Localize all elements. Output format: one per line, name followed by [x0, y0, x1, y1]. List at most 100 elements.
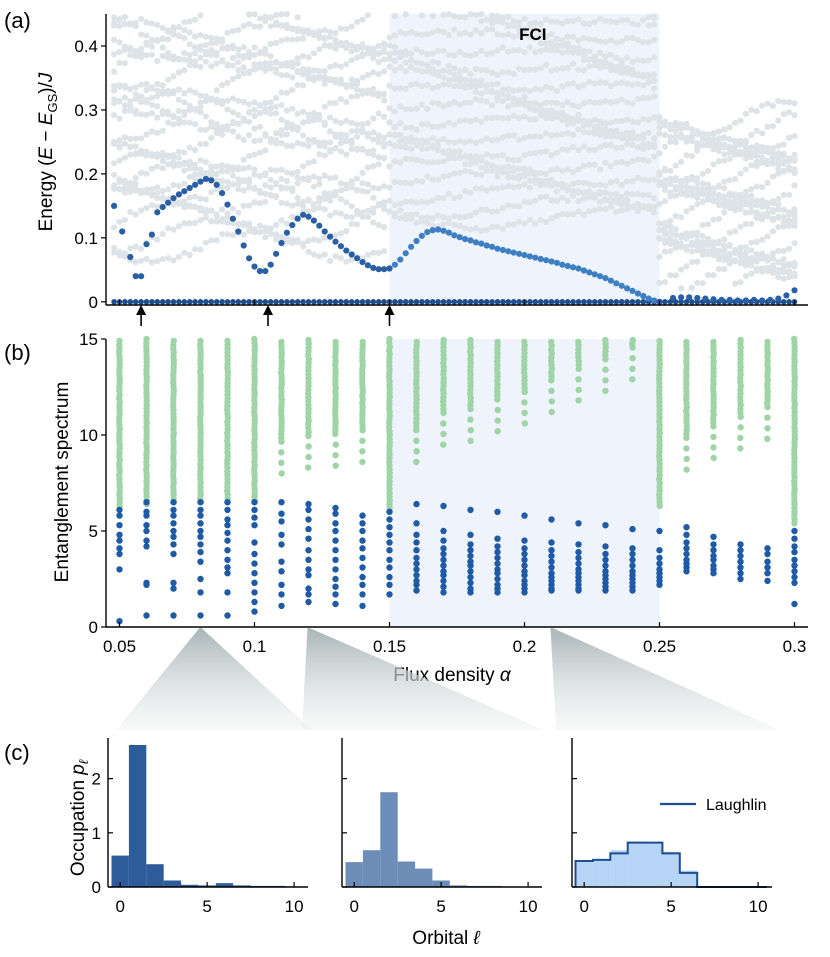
- excited-state-point: [381, 199, 388, 206]
- excited-state-point: [505, 170, 512, 177]
- excited-state-point: [575, 83, 582, 90]
- excited-state-point: [548, 152, 555, 159]
- entanglement-low-point: [170, 499, 177, 506]
- entanglement-low-point: [764, 550, 771, 558]
- excited-state-point: [667, 248, 674, 255]
- excited-state-point: [445, 101, 452, 108]
- entanglement-low-point: [710, 547, 717, 554]
- ground-state-point: [467, 299, 474, 305]
- excited-state-point: [332, 40, 339, 47]
- excited-state-point: [240, 177, 247, 184]
- excited-state-point: [591, 146, 598, 153]
- excited-state-point: [148, 259, 155, 266]
- excited-state-point: [294, 55, 301, 62]
- excited-state-point: [732, 280, 739, 287]
- excited-state-point: [170, 181, 177, 189]
- entanglement-high-point: [224, 337, 231, 345]
- excited-state-point: [618, 144, 625, 151]
- excited-state-point: [791, 112, 798, 119]
- excited-state-point: [742, 139, 750, 146]
- excited-state-point: [726, 124, 733, 131]
- excited-state-point: [375, 42, 382, 50]
- entanglement-low-point: [548, 539, 555, 546]
- excited-state-point: [499, 169, 506, 176]
- ground-state-point: [483, 299, 490, 305]
- excited-state-point: [575, 16, 582, 23]
- excited-state-point: [343, 213, 350, 220]
- excited-state-point: [661, 228, 669, 236]
- entanglement-low-point: [521, 568, 528, 575]
- excited-state-point: [246, 228, 253, 235]
- excited-state-point: [159, 187, 166, 195]
- excited-state-point: [591, 80, 598, 87]
- excited-state-point: [213, 163, 220, 170]
- excited-state-point: [786, 165, 793, 172]
- excited-state-point: [726, 258, 733, 265]
- excited-state-point: [602, 17, 609, 24]
- excited-state-point: [483, 165, 490, 172]
- excited-state-point: [327, 147, 334, 154]
- excited-state-point: [148, 185, 155, 193]
- excited-state-point: [532, 106, 539, 114]
- excited-state-point: [321, 81, 328, 88]
- entanglement-low-point: [467, 531, 474, 538]
- excited-state-point: [208, 119, 215, 126]
- entanglement-low-point: [575, 560, 582, 567]
- excited-state-point: [775, 214, 782, 221]
- excited-state-point: [440, 47, 447, 54]
- excited-state-point: [370, 115, 377, 122]
- excited-state-point: [219, 231, 226, 238]
- excited-state-point: [208, 207, 215, 214]
- occupation-bar: [111, 855, 129, 887]
- excited-state-point: [289, 105, 296, 112]
- excited-state-point: [148, 128, 155, 135]
- excited-state-point: [251, 199, 258, 206]
- excited-state-point: [289, 25, 296, 32]
- excited-state-point: [629, 203, 636, 210]
- excited-state-point: [181, 19, 188, 26]
- excited-state-point: [721, 266, 728, 273]
- excited-state-point: [640, 115, 647, 123]
- excited-state-point: [510, 184, 517, 191]
- gap-point: [381, 266, 388, 273]
- excited-state-point: [732, 119, 739, 126]
- excited-state-point: [343, 98, 350, 106]
- ground-state-point: [300, 299, 306, 305]
- ground-state-point: [375, 299, 382, 305]
- entanglement-low-point: [710, 533, 717, 540]
- excited-state-point: [580, 47, 588, 55]
- entanglement-low-point: [764, 545, 771, 552]
- excited-state-point: [667, 180, 674, 188]
- excited-state-point: [327, 257, 334, 264]
- excited-state-point: [499, 165, 506, 172]
- excited-state-point: [175, 162, 182, 169]
- excited-state-point: [278, 72, 285, 79]
- excited-state-point: [656, 220, 663, 227]
- entanglement-low-point: [656, 554, 663, 562]
- excited-state-point: [564, 146, 571, 154]
- entanglement-high-point: [278, 459, 285, 466]
- excited-state-point: [300, 53, 307, 60]
- gap-point: [175, 191, 182, 198]
- excited-state-point: [159, 110, 166, 117]
- excited-state-point: [742, 260, 750, 267]
- excited-state-point: [381, 224, 388, 231]
- entanglement-high-point: [602, 377, 609, 384]
- excited-state-point: [721, 141, 728, 148]
- excited-state-point: [516, 157, 523, 164]
- excited-state-point: [402, 124, 409, 131]
- gap-point: [359, 259, 366, 266]
- ground-state-point: [240, 299, 247, 305]
- gap-point: [251, 263, 258, 270]
- excited-state-point: [786, 99, 793, 106]
- excited-state-point: [159, 24, 166, 32]
- entanglement-low-point: [170, 533, 177, 540]
- excited-state-point: [132, 150, 139, 157]
- entanglement-low-point: [197, 512, 204, 519]
- excited-state-point: [602, 196, 609, 203]
- excited-state-point: [429, 215, 436, 222]
- excited-state-point: [213, 87, 220, 94]
- entanglement-high-point: [332, 338, 339, 346]
- gap-point: [370, 264, 377, 271]
- excited-state-point: [780, 213, 787, 220]
